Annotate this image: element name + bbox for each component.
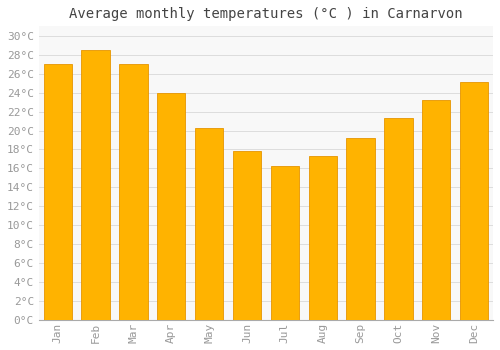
- Bar: [157, 93, 186, 320]
- Bar: [460, 82, 488, 320]
- Bar: [422, 100, 450, 320]
- Bar: [44, 64, 72, 320]
- Bar: [308, 156, 337, 320]
- Bar: [346, 138, 375, 320]
- Bar: [82, 50, 110, 320]
- Bar: [384, 118, 412, 320]
- Bar: [270, 166, 299, 320]
- Title: Average monthly temperatures (°C ) in Carnarvon: Average monthly temperatures (°C ) in Ca…: [69, 7, 462, 21]
- Bar: [233, 151, 261, 320]
- Bar: [195, 128, 224, 320]
- Bar: [119, 64, 148, 320]
